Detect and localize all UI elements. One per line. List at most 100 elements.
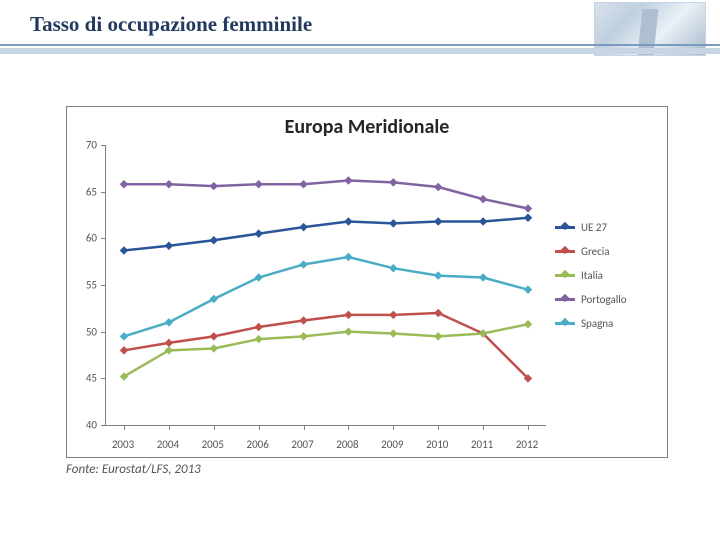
series-marker <box>299 223 307 231</box>
series-marker <box>254 323 262 331</box>
legend-label: Italia <box>581 269 603 282</box>
series-marker <box>524 320 532 328</box>
series-marker <box>165 180 173 188</box>
series-marker <box>165 339 173 347</box>
series-marker <box>210 182 218 190</box>
series-marker <box>165 318 173 326</box>
series-marker <box>299 260 307 268</box>
series-marker <box>120 332 128 340</box>
legend-swatch <box>555 298 575 301</box>
x-tick <box>124 425 125 430</box>
series-marker <box>210 236 218 244</box>
y-tick-label: 50 <box>75 325 97 338</box>
legend-marker-icon <box>561 270 569 278</box>
series-marker <box>120 346 128 354</box>
legend-item: Spagna <box>555 311 659 335</box>
series-marker <box>524 204 532 212</box>
series-marker <box>524 214 532 222</box>
y-tick <box>101 425 106 426</box>
x-tick-label: 2008 <box>336 438 358 451</box>
y-tick <box>101 285 106 286</box>
x-tick-label: 2012 <box>516 438 538 451</box>
x-tick-label: 2010 <box>426 438 448 451</box>
x-tick <box>214 425 215 430</box>
legend-label: Portogallo <box>581 293 627 306</box>
series-marker <box>389 329 397 337</box>
y-tick <box>101 145 106 146</box>
legend-swatch <box>555 226 575 229</box>
y-tick-label: 60 <box>75 232 97 245</box>
chart-title: Europa Meridionale <box>67 115 667 139</box>
series-marker <box>254 335 262 343</box>
series-marker <box>434 217 442 225</box>
legend-item: UE 27 <box>555 215 659 239</box>
page-title: Tasso di occupazione femminile <box>30 12 312 37</box>
series-marker <box>389 219 397 227</box>
x-tick-label: 2005 <box>202 438 224 451</box>
series-marker <box>344 311 352 319</box>
series-marker <box>120 180 128 188</box>
series-line <box>124 324 528 376</box>
series-marker <box>434 332 442 340</box>
y-tick-label: 45 <box>75 372 97 385</box>
y-tick-label: 40 <box>75 419 97 432</box>
series-marker <box>389 178 397 186</box>
y-tick <box>101 192 106 193</box>
legend-marker-icon <box>561 222 569 230</box>
series-marker <box>210 332 218 340</box>
x-tick <box>169 425 170 430</box>
series-marker <box>210 344 218 352</box>
legend-label: Spagna <box>581 317 613 330</box>
source-note: Fonte: Eurostat/LFS, 2013 <box>66 462 201 477</box>
legend-marker-icon <box>561 294 569 302</box>
x-tick-label: 2007 <box>291 438 313 451</box>
x-tick-label: 2006 <box>247 438 269 451</box>
legend: UE 27 Grecia Italia Portogallo Spagna <box>555 215 659 335</box>
x-tick-label: 2009 <box>381 438 403 451</box>
x-tick <box>438 425 439 430</box>
series-marker <box>524 285 532 293</box>
legend-swatch <box>555 322 575 325</box>
x-tick-label: 2003 <box>112 438 134 451</box>
legend-label: Grecia <box>581 245 610 258</box>
series-marker <box>434 183 442 191</box>
x-tick <box>259 425 260 430</box>
series-marker <box>479 195 487 203</box>
series-marker <box>299 180 307 188</box>
legend-swatch <box>555 250 575 253</box>
x-tick <box>304 425 305 430</box>
series-marker <box>344 217 352 225</box>
x-tick-label: 2004 <box>157 438 179 451</box>
series-marker <box>479 217 487 225</box>
header-rule-thin <box>0 44 720 46</box>
legend-marker-icon <box>561 246 569 254</box>
series-marker <box>120 246 128 254</box>
header-rule-thick <box>0 48 720 54</box>
series-marker <box>389 311 397 319</box>
series-marker <box>254 273 262 281</box>
x-tick <box>348 425 349 430</box>
series-marker <box>299 316 307 324</box>
y-tick-label: 55 <box>75 279 97 292</box>
x-tick <box>528 425 529 430</box>
x-tick-label: 2011 <box>471 438 493 451</box>
legend-swatch <box>555 274 575 277</box>
series-marker <box>210 295 218 303</box>
legend-item: Grecia <box>555 239 659 263</box>
y-tick <box>101 378 106 379</box>
series-marker <box>389 264 397 272</box>
y-tick <box>101 238 106 239</box>
series-line <box>124 218 528 251</box>
chart-container: Europa Meridionale UE 27 Grecia Italia Port… <box>66 106 668 458</box>
legend-label: UE 27 <box>581 221 607 234</box>
series-marker <box>165 242 173 250</box>
chart-svg <box>106 145 546 425</box>
y-tick-label: 65 <box>75 185 97 198</box>
x-tick <box>483 425 484 430</box>
series-marker <box>299 332 307 340</box>
series-marker <box>434 271 442 279</box>
series-marker <box>344 253 352 261</box>
series-marker <box>254 229 262 237</box>
y-tick <box>101 332 106 333</box>
series-marker <box>479 273 487 281</box>
